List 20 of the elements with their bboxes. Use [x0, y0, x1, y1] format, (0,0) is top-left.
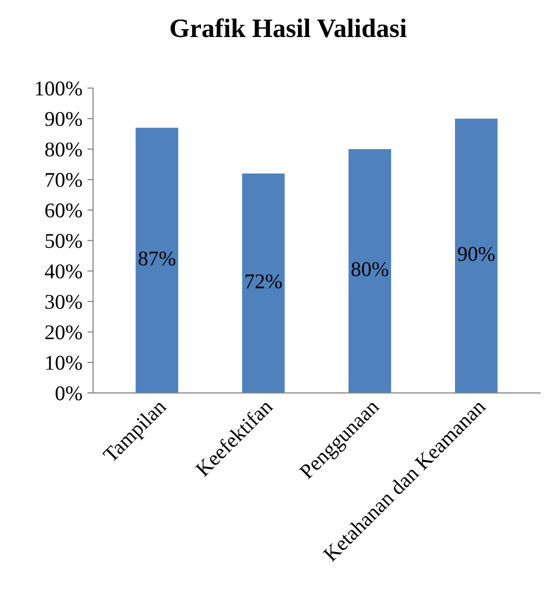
y-tick-label: 90%: [45, 112, 82, 126]
data-label: 87%: [138, 251, 176, 266]
y-tick-label: 20%: [45, 325, 82, 340]
y-tick-label: 60%: [45, 203, 82, 218]
y-tick-label: 70%: [46, 172, 82, 188]
chart-title: Grafik Hasil Validasi: [170, 18, 406, 38]
y-tick-label: 80%: [45, 142, 82, 157]
y-tick-label: 100%: [36, 82, 82, 96]
bar: [454, 118, 498, 393]
bar: [136, 128, 178, 393]
y-tick-label: 10%: [46, 356, 82, 370]
y-tick-label: 0%: [56, 386, 82, 400]
y-tick-label: 50%: [46, 234, 82, 248]
data-label: 72%: [246, 274, 282, 288]
bar: [242, 173, 285, 393]
y-tick-label: 40%: [44, 264, 82, 278]
y-tick-label: 30%: [45, 294, 82, 309]
bar: [348, 149, 392, 393]
data-label: 90%: [458, 246, 495, 262]
data-label: 80%: [352, 262, 388, 276]
